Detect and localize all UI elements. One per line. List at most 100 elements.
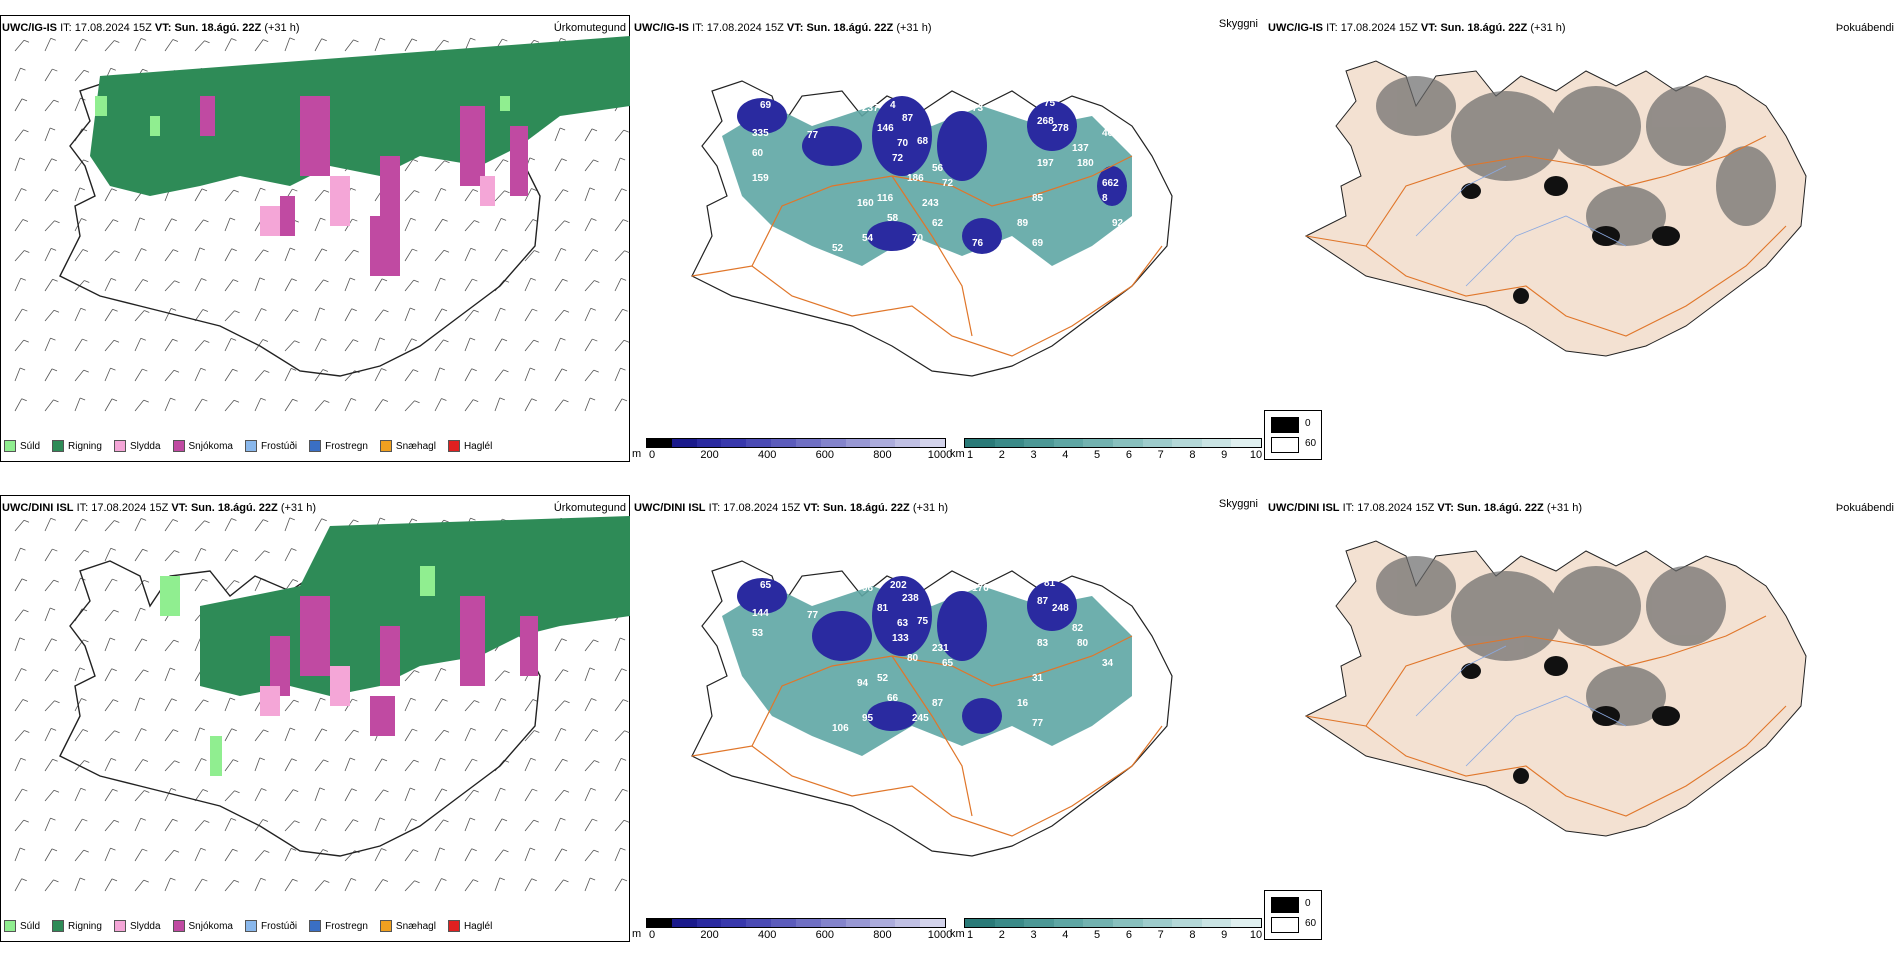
wind-barb [494,849,504,862]
wind-barb-flag [501,338,508,342]
wind-barb-flag [592,249,599,252]
colorbar-segment [920,439,945,447]
colorbar-segment [1142,439,1173,447]
wind-barb [164,550,175,562]
wind-barb-flag [113,819,120,823]
ceiling-value-label: 237 [862,103,879,114]
legend-swatch [52,440,65,452]
wind-barb [614,637,621,652]
wind-barb-flag [561,848,568,852]
wind-barb [554,220,565,232]
wind-barb-flag [531,188,537,191]
wind-barb-flag [379,817,385,821]
wind-barb [554,700,565,712]
ceiling-value-label: 77 [807,610,819,621]
wind-barb-flag [259,277,265,281]
wind-barb [74,397,81,412]
wind-barb-flag [470,37,476,41]
wind-barb [554,817,561,832]
wind-barb [74,187,81,202]
wind-barb-flag [142,848,148,852]
colorbar-segment [845,439,871,447]
wind-barb [164,788,172,802]
init-time: 17.08.2024 15Z [723,502,801,514]
wind-barb-flag [143,399,149,403]
ceiling-value-label: 8 [1102,193,1108,204]
wind-barb-flag [560,37,566,41]
wind-barb [434,847,441,862]
ceiling-value-label: 160 [857,198,874,209]
ceiling-value-label: 662 [1102,178,1119,189]
colorbar-segment [1142,919,1173,927]
wind-barb [44,579,55,592]
legend-swatch [447,920,460,932]
wind-barb [494,729,503,742]
wind-barb [554,638,563,652]
wind-barb-flag [351,788,357,792]
wind-barb-flag [499,877,505,881]
wind-barb [584,280,595,292]
wind-barb [314,787,321,802]
wind-barb [314,849,324,862]
wind-barb-flag [290,368,297,371]
fog-dense [1461,656,1680,784]
wind-barb-flag [289,727,296,731]
wind-barb [164,760,175,772]
wind-barb [14,637,21,652]
wind-barb [614,188,623,202]
wind-barb [254,187,261,202]
wind-barb [134,638,143,652]
wind-barb [74,519,83,532]
wind-barb-flag [412,728,418,732]
wind-barb-flag [53,579,59,583]
wind-barb [434,277,441,292]
colorbar-tick: 600 [815,929,834,941]
wind-barb-flag [114,730,120,734]
wind-barb-flag [531,878,537,882]
wind-barb-flag [142,548,148,552]
fog-legend-low: 60 [1305,918,1317,929]
ceiling-colorbar: m 0 200 400 600 800 1000 [632,918,952,942]
colorbar-tick: 4 [1062,449,1069,461]
wind-barb [44,127,51,142]
wind-barb-flag [472,278,478,282]
ceiling-value-label: 95 [862,713,874,724]
precip-legend-item: Snjókoma [172,920,233,932]
wind-barb-flag [381,368,387,371]
ceiling-value-label: 60 [752,148,764,159]
wind-barb-flag [260,397,266,401]
wind-barb [224,189,235,202]
wind-barb [74,550,85,562]
wind-barb [464,189,474,202]
ceiling-value-label: 144 [752,608,769,619]
colorbar-segment [696,919,722,927]
colorbar-segment [1053,439,1084,447]
wind-barb [104,278,112,292]
wind-barb-flag [414,670,420,673]
wind-barb [194,188,203,202]
wind-barb-flag [19,157,25,161]
wind-barb-flag [441,308,448,312]
wind-barb [44,759,53,772]
ceiling-value-label: 96 [862,583,874,594]
wind-barb-flag [142,68,148,72]
wind-barb [344,819,354,832]
wind-barb-flag [54,220,60,224]
wind-barb [14,578,23,592]
colorbar-unit: km [950,928,965,940]
wind-barb [554,759,563,772]
lead-time: (+31 h) [280,502,316,514]
wind-barb-flag [79,397,86,401]
wind-barb [44,368,53,382]
wind-barb-flag [592,338,598,342]
ceiling-value-label: 75 [1044,98,1056,109]
wind-barb [44,518,52,532]
wind-barb-flag [470,727,476,731]
wind-barb [584,128,593,142]
wind-barb-flag [470,517,476,521]
wind-barb [404,880,415,892]
snow-areas [200,96,528,276]
wind-barb [44,337,51,352]
legend-label: Snæhagl [395,920,436,932]
